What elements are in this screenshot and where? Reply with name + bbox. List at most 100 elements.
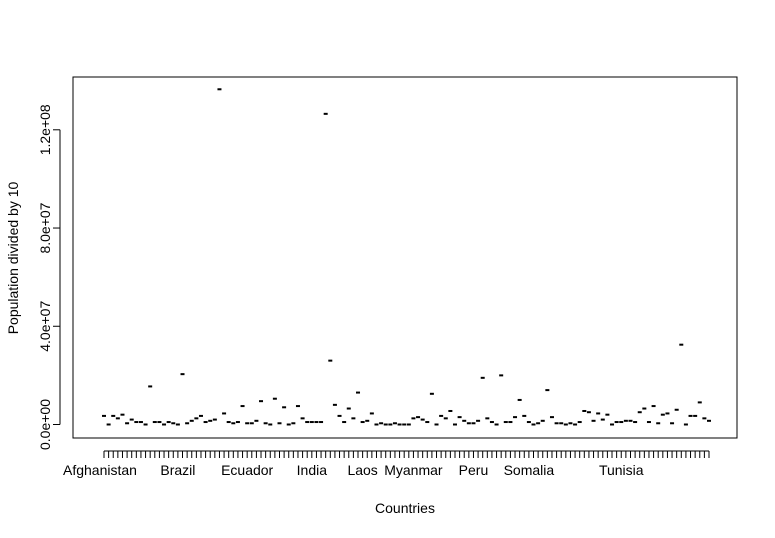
data-point xyxy=(305,421,310,424)
data-point xyxy=(392,422,397,425)
data-point xyxy=(152,421,157,424)
data-point xyxy=(240,405,245,408)
data-point xyxy=(254,419,259,422)
x-tick-label: Myanmar xyxy=(384,462,443,478)
data-point xyxy=(586,411,591,414)
data-point xyxy=(563,423,568,426)
data-point xyxy=(198,414,203,417)
data-point xyxy=(573,423,578,426)
data-point xyxy=(489,421,494,424)
x-tick-label: Brazil xyxy=(160,462,195,478)
data-point xyxy=(656,422,661,425)
data-point xyxy=(448,409,453,412)
data-point xyxy=(628,419,633,422)
data-point xyxy=(217,88,222,91)
data-point xyxy=(360,421,365,424)
data-point xyxy=(102,414,106,417)
data-point xyxy=(369,412,374,415)
data-point xyxy=(439,414,444,417)
data-point xyxy=(143,423,148,426)
data-point xyxy=(245,422,250,425)
data-point xyxy=(420,418,425,421)
data-point xyxy=(111,414,116,417)
data-point xyxy=(171,422,176,425)
data-point xyxy=(457,416,462,419)
data-point xyxy=(416,416,421,419)
data-point xyxy=(203,421,208,424)
data-point xyxy=(268,423,273,426)
data-point xyxy=(513,416,518,419)
data-point xyxy=(291,422,296,425)
data-points xyxy=(102,88,711,426)
data-point xyxy=(443,417,448,420)
data-point xyxy=(577,421,582,424)
y-tick-label: 8.0e+07 xyxy=(37,202,53,253)
x-axis-title: Countries xyxy=(375,500,435,516)
data-point xyxy=(425,421,430,424)
data-point xyxy=(591,419,596,422)
data-point xyxy=(319,421,324,424)
data-point xyxy=(688,414,693,417)
plot-frame xyxy=(72,76,738,439)
data-point xyxy=(411,417,416,420)
data-point xyxy=(374,423,379,426)
data-point xyxy=(235,421,240,424)
y-axis-title: Population divided by 10 xyxy=(5,182,21,335)
data-point xyxy=(549,416,554,419)
data-point xyxy=(346,407,351,410)
data-point xyxy=(596,412,601,415)
data-point xyxy=(157,421,162,424)
data-point xyxy=(148,385,153,388)
data-point xyxy=(554,422,559,425)
x-tick-label: India xyxy=(297,462,328,478)
data-point xyxy=(517,398,522,401)
data-point xyxy=(434,423,439,426)
data-point xyxy=(106,423,111,426)
data-point xyxy=(683,423,688,426)
data-point xyxy=(379,422,384,425)
data-point xyxy=(707,419,711,422)
data-point xyxy=(536,422,541,425)
x-tick-label: Tunisia xyxy=(599,462,644,478)
data-point xyxy=(665,412,670,415)
y-axis: 0.0e+00 4.0e+07 8.0e+07 1.2e+08 xyxy=(37,104,61,450)
y-tick-label: 4.0e+07 xyxy=(37,301,53,352)
data-point xyxy=(674,408,679,411)
data-point xyxy=(471,422,476,425)
data-point xyxy=(125,422,130,425)
data-point xyxy=(365,419,370,422)
data-point xyxy=(522,414,527,417)
data-point xyxy=(697,401,702,404)
data-point xyxy=(282,406,287,409)
data-point xyxy=(619,421,624,424)
y-tick-label: 1.2e+08 xyxy=(37,104,53,155)
data-point xyxy=(702,417,707,420)
data-point xyxy=(531,423,536,426)
x-tick-label: Afghanistan xyxy=(63,462,137,478)
data-point xyxy=(452,423,457,426)
data-point xyxy=(194,417,199,420)
data-point xyxy=(383,423,388,426)
data-point xyxy=(637,411,642,414)
data-point xyxy=(138,421,143,424)
data-point xyxy=(328,359,333,362)
y-tick-label: 0.0e+00 xyxy=(37,399,53,450)
data-point xyxy=(499,374,504,377)
data-point xyxy=(295,405,300,408)
data-point xyxy=(342,421,347,424)
data-point xyxy=(508,421,513,424)
data-point xyxy=(337,414,342,417)
data-point xyxy=(286,423,291,426)
data-point xyxy=(185,422,190,425)
data-point xyxy=(226,421,231,424)
data-point xyxy=(263,422,268,425)
data-point xyxy=(610,423,615,426)
data-point xyxy=(494,423,499,426)
data-point xyxy=(476,419,481,422)
data-point xyxy=(332,403,337,406)
data-point xyxy=(485,417,490,420)
data-point xyxy=(600,418,605,421)
data-point xyxy=(651,405,656,408)
data-point xyxy=(134,421,139,424)
data-point xyxy=(162,423,167,426)
